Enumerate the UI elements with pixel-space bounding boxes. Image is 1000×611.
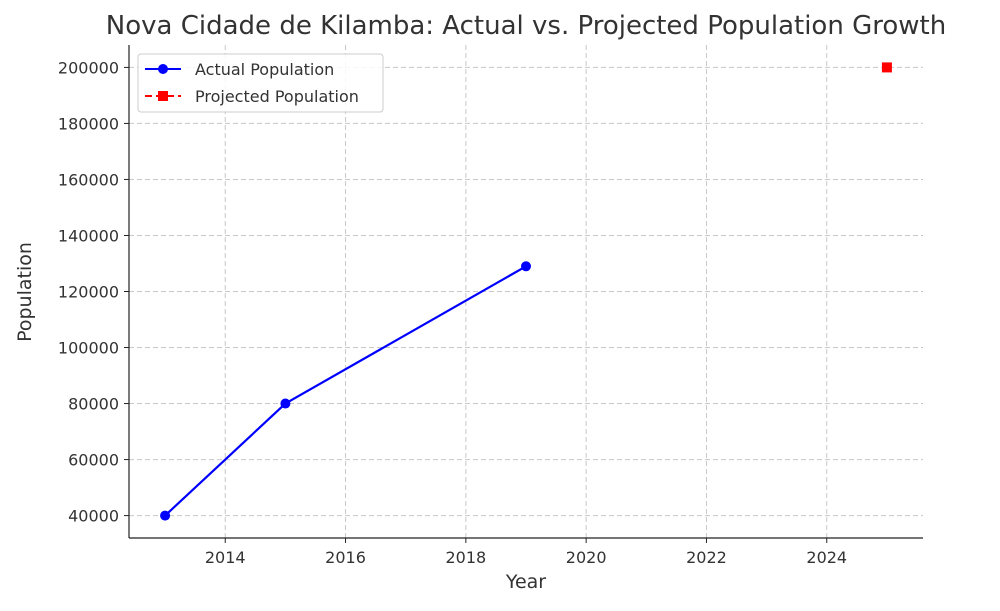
legend-projected-marker	[158, 91, 168, 101]
y-tick-label: 40000	[68, 507, 119, 526]
data-point	[521, 261, 531, 272]
y-axis-label: Population	[14, 242, 36, 342]
chart-title: Nova Cidade de Kilamba: Actual vs. Proje…	[106, 11, 946, 41]
x-tick-label: 2020	[566, 548, 607, 567]
legend-actual-marker	[158, 64, 168, 74]
x-tick-label: 2024	[806, 548, 847, 567]
y-tick-label: 100000	[58, 339, 119, 358]
y-tick-label: 120000	[58, 283, 119, 302]
x-tick-label: 2014	[205, 548, 246, 567]
legend: Actual Population Projected Population	[137, 53, 384, 113]
data-point	[881, 62, 892, 73]
y-tick-label: 140000	[58, 226, 119, 245]
y-tick-label: 180000	[58, 114, 119, 133]
x-tick-label: 2018	[445, 548, 486, 567]
legend-actual-label: Actual Population	[195, 60, 334, 79]
y-tick-label: 80000	[68, 395, 119, 414]
legend-projected-label: Projected Population	[195, 87, 359, 106]
x-axis-label: Year	[505, 571, 546, 593]
y-tick-label: 160000	[58, 170, 119, 189]
y-tick-label: 200000	[58, 58, 119, 77]
y-tick-label: 60000	[68, 451, 119, 470]
data-point	[160, 510, 171, 521]
data-point	[280, 398, 291, 409]
x-tick-label: 2016	[325, 548, 366, 567]
x-tick-label: 2022	[686, 548, 727, 567]
